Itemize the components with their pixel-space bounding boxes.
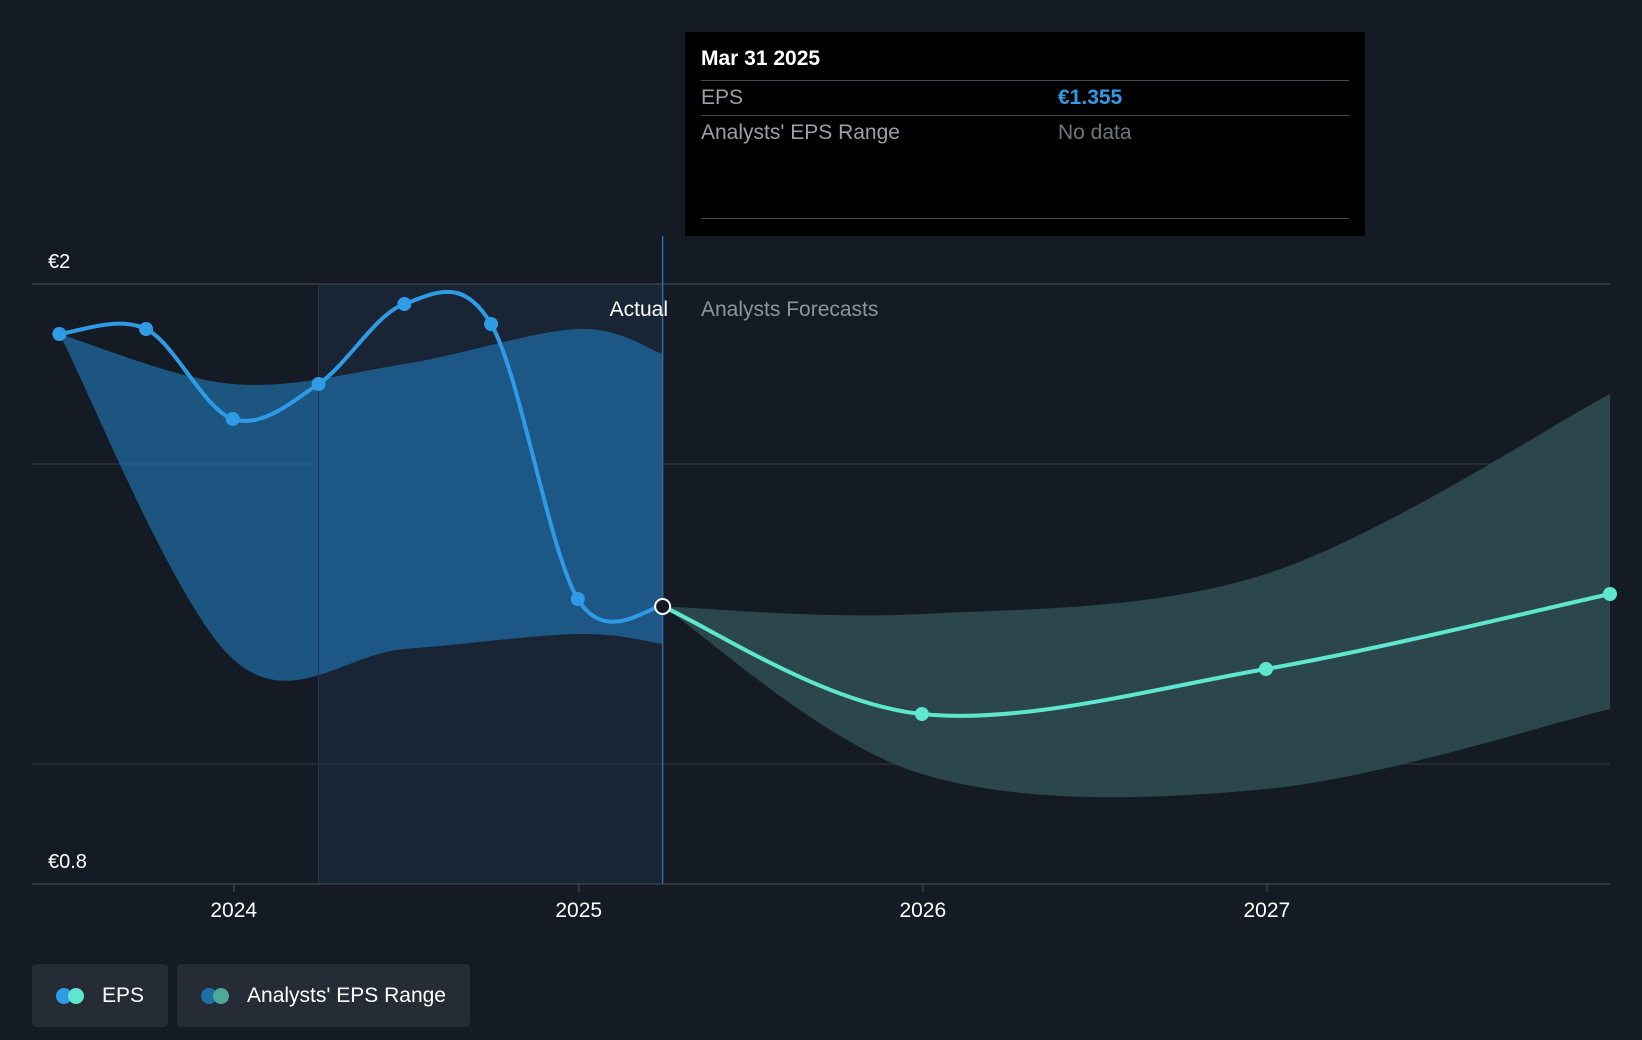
chart-legend: EPS Analysts' EPS Range [32, 964, 470, 1027]
eps-range-band-actual [59, 328, 663, 681]
x-tick-label-2027: 2027 [1244, 899, 1291, 922]
x-tick-label-2026: 2026 [899, 899, 946, 922]
tooltip-divider [701, 218, 1349, 219]
tooltip-row-range: Analysts' EPS Range No data [701, 116, 1349, 150]
eps-point[interactable] [397, 297, 412, 311]
y-axis-label-bottom: €0.8 [48, 851, 87, 873]
legend-eps-swatch-icon [56, 987, 86, 1004]
eps-range-band-forecast [662, 394, 1610, 798]
tooltip-range-value: No data [1058, 121, 1132, 144]
tooltip-range-label: Analysts' EPS Range [701, 121, 900, 144]
forecast-section-label: Analysts Forecasts [701, 298, 878, 321]
eps-point[interactable] [311, 377, 326, 391]
tooltip-row-eps: EPS €1.355 [701, 81, 1349, 116]
eps-point[interactable] [1603, 587, 1617, 601]
legend-eps-label: EPS [102, 983, 145, 1007]
eps-line-forecast [661, 592, 1611, 718]
legend-range-label: Analysts' EPS Range [247, 983, 446, 1007]
legend-item-eps-range[interactable]: Analysts' EPS Range [177, 964, 470, 1027]
hover-tooltip: Mar 31 2025 EPS €1.355 Analysts' EPS Ran… [685, 32, 1365, 236]
eps-point[interactable] [225, 412, 240, 426]
tooltip-date: Mar 31 2025 [701, 44, 1349, 81]
x-tick-label-2025: 2025 [555, 899, 602, 922]
tooltip-eps-label: EPS [701, 86, 744, 109]
eps-point[interactable] [570, 592, 585, 606]
eps-point[interactable] [914, 707, 929, 721]
eps-point[interactable] [139, 322, 154, 336]
eps-line-actual [59, 289, 663, 624]
eps-point-selected[interactable] [654, 598, 672, 615]
eps-point[interactable] [484, 317, 499, 331]
eps-point[interactable] [1258, 662, 1273, 676]
eps-point[interactable] [52, 327, 67, 341]
actual-section-label: Actual [610, 298, 668, 321]
y-axis-label-top: €2 [48, 251, 70, 273]
tooltip-eps-value: €1.355 [1058, 86, 1123, 109]
x-tick-label-2024: 2024 [210, 899, 257, 922]
legend-range-swatch-icon [201, 987, 231, 1004]
legend-item-eps[interactable]: EPS [32, 964, 169, 1027]
